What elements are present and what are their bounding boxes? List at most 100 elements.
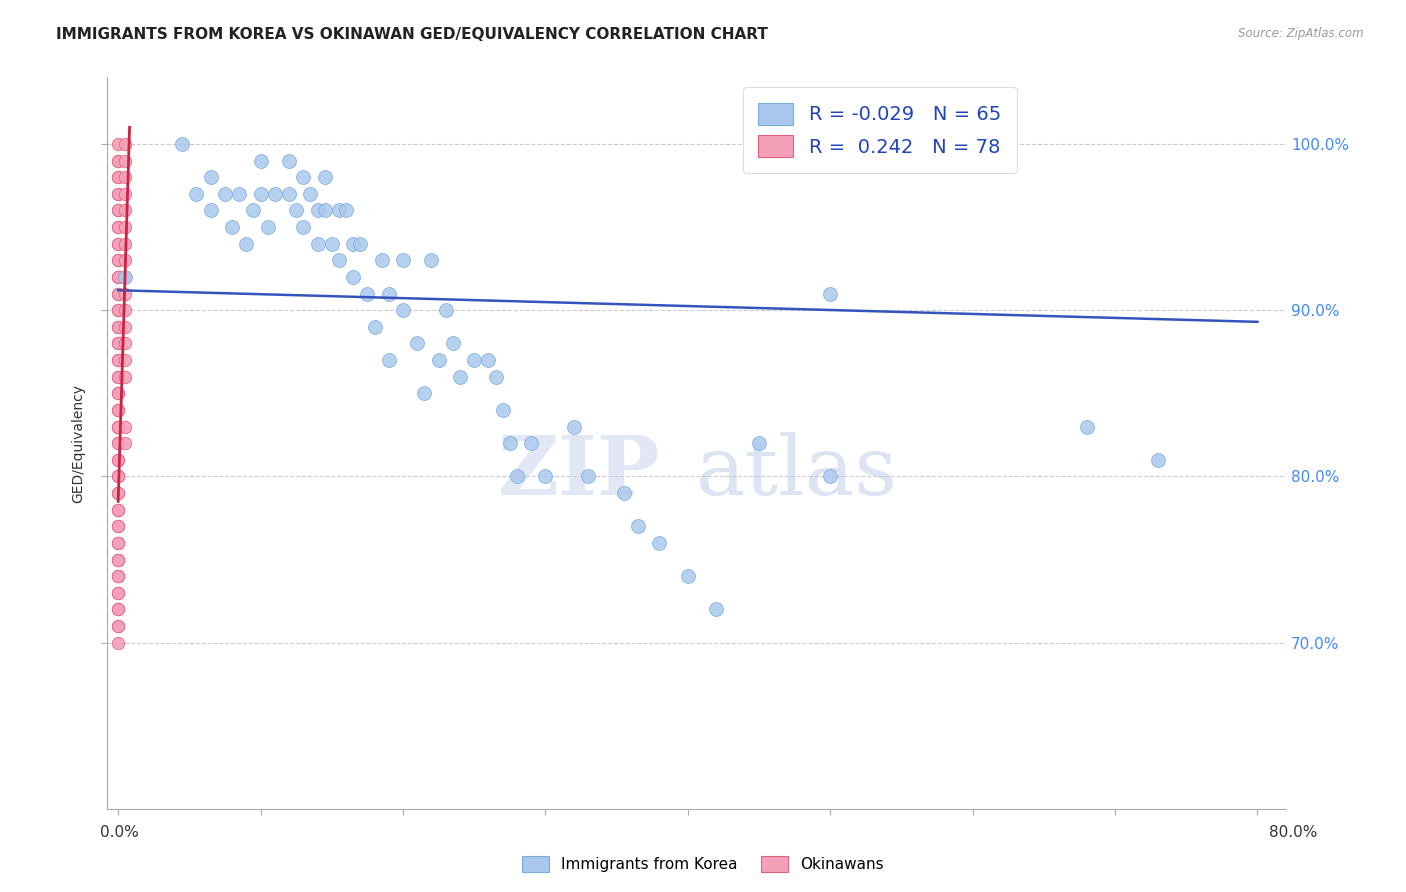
Point <box>107 403 129 417</box>
Point <box>292 220 315 235</box>
Point <box>107 586 129 600</box>
Point <box>186 186 208 201</box>
Point <box>328 203 350 218</box>
Point <box>107 253 129 268</box>
Point <box>278 186 301 201</box>
Point <box>107 353 129 368</box>
Point <box>377 286 399 301</box>
Point <box>335 203 357 218</box>
Point <box>107 203 129 218</box>
Point <box>370 253 392 268</box>
Point <box>520 436 543 450</box>
Point <box>499 436 522 450</box>
Text: Source: ZipAtlas.com: Source: ZipAtlas.com <box>1239 27 1364 40</box>
Point <box>307 236 329 251</box>
Point <box>107 186 129 201</box>
Point <box>107 403 129 417</box>
Point <box>107 619 129 633</box>
Point <box>114 153 136 168</box>
Point <box>107 286 129 301</box>
Point <box>107 336 129 351</box>
Legend: R = -0.029   N = 65, R =  0.242   N = 78: R = -0.029 N = 65, R = 0.242 N = 78 <box>742 87 1017 173</box>
Point <box>107 453 129 467</box>
Point <box>107 269 129 284</box>
Point <box>114 419 136 434</box>
Point <box>477 353 499 368</box>
Point <box>107 220 129 235</box>
Point <box>648 536 671 550</box>
Point <box>107 186 129 201</box>
Point <box>107 602 129 616</box>
Point <box>107 236 129 251</box>
Point <box>228 186 250 201</box>
Point <box>107 619 129 633</box>
Point <box>285 203 308 218</box>
Point <box>392 303 415 318</box>
Point <box>356 286 378 301</box>
Point <box>107 519 129 533</box>
Point <box>506 469 529 483</box>
Point <box>413 386 436 401</box>
Point <box>107 319 129 334</box>
Point <box>321 236 343 251</box>
Point <box>377 353 399 368</box>
Point <box>107 170 129 185</box>
Point <box>704 602 727 616</box>
Point <box>249 153 271 168</box>
Point <box>221 220 243 235</box>
Text: ZIP: ZIP <box>498 433 661 513</box>
Point <box>748 436 770 450</box>
Point <box>114 336 136 351</box>
Point <box>314 203 336 218</box>
Point <box>107 569 129 583</box>
Point <box>576 469 599 483</box>
Point <box>200 203 222 218</box>
Point <box>441 336 464 351</box>
Point <box>107 552 129 566</box>
Point <box>114 269 136 284</box>
Point <box>818 286 841 301</box>
Point <box>114 353 136 368</box>
Point <box>107 502 129 516</box>
Point <box>107 536 129 550</box>
Point <box>328 253 350 268</box>
Point <box>107 369 129 384</box>
Point <box>107 220 129 235</box>
Point <box>107 569 129 583</box>
Point <box>392 253 415 268</box>
Text: 80.0%: 80.0% <box>1270 825 1317 840</box>
Y-axis label: GED/Equivalency: GED/Equivalency <box>72 384 86 503</box>
Point <box>534 469 557 483</box>
Point <box>114 170 136 185</box>
Point <box>107 436 129 450</box>
Point <box>427 353 450 368</box>
Point <box>818 469 841 483</box>
Point <box>434 303 457 318</box>
Point <box>200 170 222 185</box>
Point <box>114 186 136 201</box>
Point <box>107 319 129 334</box>
Point <box>613 486 636 500</box>
Point <box>114 286 136 301</box>
Point <box>349 236 371 251</box>
Point <box>299 186 322 201</box>
Point <box>242 203 264 218</box>
Text: 0.0%: 0.0% <box>100 825 139 840</box>
Point <box>114 236 136 251</box>
Point <box>214 186 236 201</box>
Text: atlas: atlas <box>696 433 898 513</box>
Point <box>676 569 699 583</box>
Point <box>107 486 129 500</box>
Point <box>107 269 129 284</box>
Point <box>107 419 129 434</box>
Point <box>1076 419 1098 434</box>
Point <box>256 220 278 235</box>
Point <box>107 469 129 483</box>
Point <box>107 519 129 533</box>
Point <box>107 486 129 500</box>
Point <box>172 136 194 151</box>
Point <box>107 369 129 384</box>
Point <box>449 369 471 384</box>
Point <box>314 170 336 185</box>
Point <box>107 469 129 483</box>
